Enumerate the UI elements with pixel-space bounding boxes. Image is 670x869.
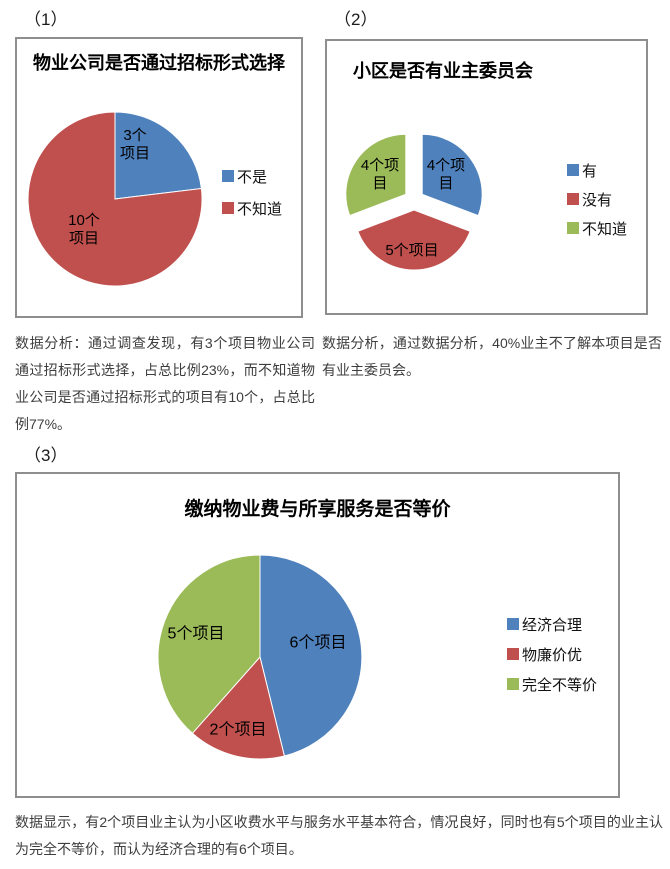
pie-slice-label: 5个项目 xyxy=(385,242,439,259)
legend-item: 有 xyxy=(567,161,627,180)
chart-2-legend: 有 没有 不知道 xyxy=(567,161,628,238)
analysis-text-1: 数据分析：通过调查发现，有3个项目物业公司通过招标形式选择，占总比例23%，而不… xyxy=(15,335,315,432)
chart-3-pie xyxy=(157,554,363,760)
pie-slice-label: 3个 项目 xyxy=(119,127,151,162)
pie-slice xyxy=(27,111,203,287)
legend-item: 不知道 xyxy=(567,219,628,238)
legend-swatch xyxy=(222,170,234,182)
legend-item: 没有 xyxy=(567,190,627,209)
legend-swatch xyxy=(222,202,234,214)
analysis-text-2: 数据分析，通过数据分析，40%业主不了解本项目是否有业主委员会。 xyxy=(322,335,662,378)
legend-label: 有 xyxy=(582,162,598,180)
pie-slice xyxy=(357,209,471,271)
pie-slice-label: 10个 项目 xyxy=(68,212,100,247)
section-1-label: （1） xyxy=(24,10,68,29)
pie-slice xyxy=(114,111,202,200)
pie-slice-label: 2个项目 xyxy=(209,721,267,739)
chart-1-figure[interactable]: 物业公司是否通过招标形式选择 不是 不知道 3个 项目 10个 项目 xyxy=(15,37,303,318)
section-2-label: （2） xyxy=(334,10,378,29)
pie-slice xyxy=(191,655,286,760)
pie-slice xyxy=(157,554,261,735)
legend-label: 不是 xyxy=(237,168,268,186)
legend-label: 没有 xyxy=(582,191,613,209)
chart-1-legend: 不是 不知道 xyxy=(222,167,283,218)
pie-slice xyxy=(259,554,363,757)
chart-3-title: 缴纳物业费与所享服务是否等价 xyxy=(184,499,451,520)
chart-1-title: 物业公司是否通过招标形式选择 xyxy=(33,53,285,73)
pie-slice-label: 4个项目 xyxy=(360,157,400,192)
legend-label: 物廉价优 xyxy=(522,646,583,664)
legend-swatch xyxy=(507,618,519,630)
legend-item: 不知道 xyxy=(222,199,283,218)
legend-label: 不知道 xyxy=(582,220,628,238)
legend-label: 不知道 xyxy=(237,200,283,218)
pie-slice-label: 5个项目 xyxy=(167,625,225,643)
legend-label: 经济合理 xyxy=(522,616,583,634)
pie-slice-label: 6个项目 xyxy=(289,634,347,652)
legend-item: 不是 xyxy=(222,167,282,186)
legend-item: 完全不等价 xyxy=(507,675,598,694)
legend-swatch xyxy=(567,164,579,176)
legend-label: 完全不等价 xyxy=(522,676,598,694)
legend-item: 物廉价优 xyxy=(507,645,597,664)
legend-swatch xyxy=(507,648,519,660)
chart-2-title: 小区是否有业主委员会 xyxy=(353,61,533,81)
pie-slice-label: 4个项目 xyxy=(426,157,466,192)
chart-3-legend: 经济合理 物廉价优 完全不等价 xyxy=(507,615,598,694)
section-3-label: （3） xyxy=(24,446,68,465)
legend-swatch xyxy=(567,222,579,234)
legend-swatch xyxy=(567,193,579,205)
legend-item: 经济合理 xyxy=(507,615,597,634)
chart-1-pie xyxy=(27,111,203,287)
analysis-text-3: 数据显示，有2个项目业主认为小区收费水平与服务水平基本符合，情况良好，同时也有5… xyxy=(15,814,663,857)
chart-2-figure[interactable]: 小区是否有业主委员会 有 没有 不知道 4个项目 5个项目 4个项目 xyxy=(325,39,648,315)
chart-2-pie xyxy=(345,133,483,271)
pie-slice xyxy=(345,133,407,217)
chart-3-figure[interactable]: 缴纳物业费与所享服务是否等价 经济合理 物廉价优 完全不等价 6个项目 2个项目 5… xyxy=(15,472,620,798)
legend-swatch xyxy=(507,678,519,690)
pie-slice xyxy=(421,133,483,217)
